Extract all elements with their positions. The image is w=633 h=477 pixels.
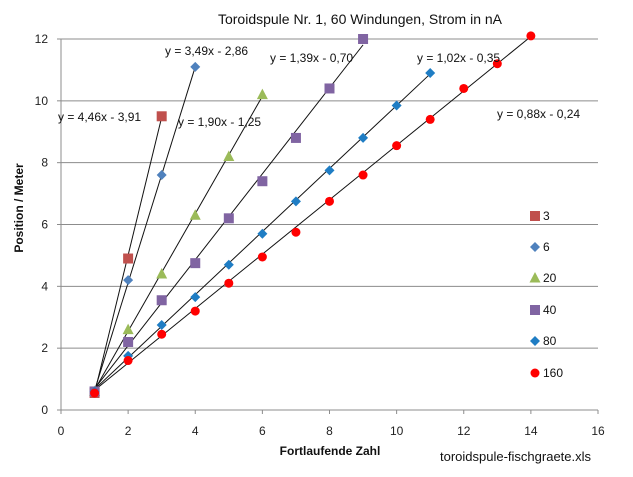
series-160-point [492, 59, 502, 69]
series-3-point [156, 111, 167, 122]
series-40-legend-label: 40 [543, 303, 557, 317]
series-160-point [123, 356, 133, 366]
series-40-point [257, 176, 268, 187]
series-80-point [190, 292, 201, 303]
series-160-point [190, 306, 200, 316]
series-6-point [190, 61, 201, 72]
series-40-point [290, 132, 301, 143]
x-tick-label: 14 [524, 424, 538, 438]
y-tick-label: 0 [41, 403, 48, 417]
series-160-point [459, 83, 469, 93]
source-filename: toroidspule-fischgraete.xls [440, 449, 592, 464]
series-20-trendline-equation: y = 1,90x - 1,25 [178, 115, 261, 129]
series-40-trendline-equation: y = 1,39x - 0,70 [270, 51, 353, 65]
y-tick-label: 6 [41, 218, 48, 232]
series-20-point [122, 323, 134, 335]
series-160-point [291, 227, 301, 237]
series-20-point [189, 209, 201, 220]
series-3-legend-label: 3 [543, 209, 550, 223]
series-40-point [223, 213, 234, 224]
series-80-point [358, 132, 369, 143]
x-tick-label: 10 [390, 424, 404, 438]
series-80-trendline-equation: y = 1,02x - 0,35 [417, 51, 500, 65]
series-80-legend-marker [530, 336, 540, 346]
series-20-legend-marker [529, 272, 541, 283]
series-20-point [256, 88, 268, 100]
series-80-point [391, 100, 402, 111]
series-80-point [257, 228, 268, 239]
series-80-point [290, 196, 301, 207]
x-tick-label: 0 [58, 424, 65, 438]
series-40-legend-marker [530, 305, 540, 315]
series-160-point [257, 252, 267, 262]
series-20-legend-label: 20 [543, 271, 557, 285]
y-tick-label: 2 [41, 341, 48, 355]
series-20-point [223, 150, 235, 161]
series-160-legend-label: 160 [543, 366, 563, 380]
series-3-trendline-equation: y = 4,46x - 3,91 [58, 110, 141, 124]
series-40-point [123, 336, 134, 347]
x-tick-label: 16 [591, 424, 605, 438]
series-160-legend-marker [530, 368, 540, 378]
series-160-trendline [94, 36, 532, 391]
series-40-point [358, 34, 369, 44]
series-160-point [157, 329, 167, 339]
series-160-point [224, 278, 234, 288]
x-tick-label: 6 [259, 424, 266, 438]
y-tick-label: 10 [35, 94, 49, 108]
series-6-point [123, 275, 134, 286]
series-40-point [190, 258, 201, 269]
series-80-point [425, 68, 436, 79]
series-80-point [324, 165, 335, 176]
x-tick-label: 4 [192, 424, 199, 438]
x-axis-title: Fortlaufende Zahl [280, 444, 381, 458]
y-tick-label: 12 [35, 32, 49, 46]
x-tick-label: 2 [125, 424, 132, 438]
series-6-point [156, 170, 167, 181]
series-80-point [156, 319, 167, 330]
series-40-point [156, 295, 167, 306]
series-160-point [325, 196, 334, 206]
series-160-point [358, 170, 368, 180]
series-20-trendline [94, 95, 263, 391]
series-80-legend-label: 80 [543, 334, 557, 348]
series-160-trendline-equation: y = 0,88x - 0,24 [497, 107, 580, 121]
series-6-legend-label: 6 [543, 240, 550, 254]
x-tick-label: 12 [457, 424, 471, 438]
chart-title: Toroidspule Nr. 1, 60 Windungen, Strom i… [218, 11, 503, 27]
series-160-point [425, 114, 435, 124]
series-3-point [123, 253, 134, 264]
series-3-legend-marker [530, 211, 540, 221]
series-6-trendline [94, 66, 196, 391]
series-80-point [223, 259, 234, 270]
y-tick-label: 4 [41, 279, 48, 293]
series-40-point [324, 83, 335, 94]
y-tick-label: 8 [41, 156, 48, 170]
y-axis-title: Position / Meter [12, 163, 26, 253]
series-160-point [392, 141, 402, 151]
series-6-legend-marker [530, 242, 540, 252]
series-6-trendline-equation: y = 3,49x - 2,86 [165, 44, 248, 58]
series-160-point [90, 388, 100, 398]
series-160-point [526, 31, 536, 41]
x-tick-label: 8 [326, 424, 333, 438]
series-20-point [156, 267, 168, 279]
